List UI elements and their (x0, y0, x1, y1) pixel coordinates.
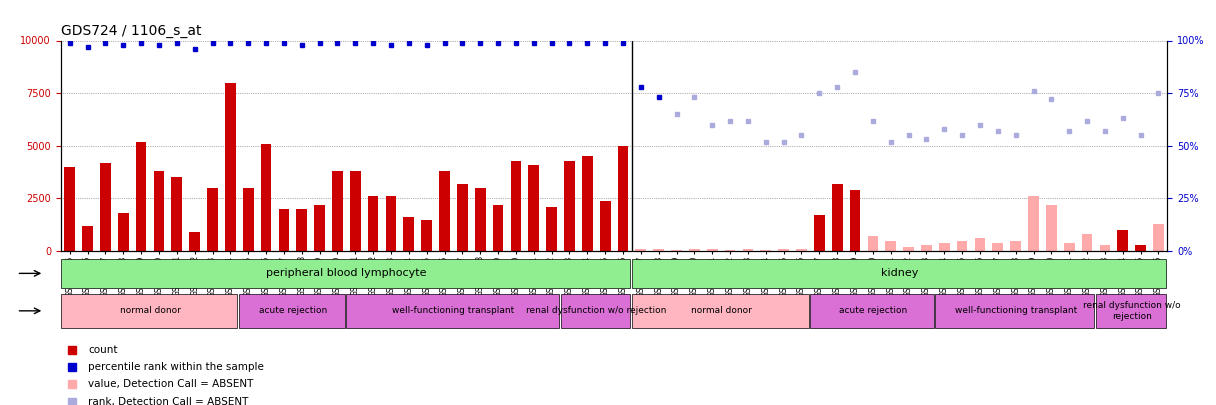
Bar (921, 245, 931, 251)
Bar (706, 249, 717, 251)
Bar (778, 249, 789, 251)
Text: peripheral blood lymphocyte: peripheral blood lymphocyte (266, 269, 427, 278)
Text: acute rejection: acute rejection (259, 306, 327, 315)
Bar (1010, 241, 1021, 251)
Bar (314, 205, 325, 251)
Bar (814, 215, 824, 251)
Text: well-functioning transplant: well-functioning transplant (393, 306, 514, 315)
Bar (136, 142, 146, 251)
Bar (832, 184, 843, 251)
Bar (1136, 245, 1145, 251)
Bar (385, 196, 396, 251)
Bar (529, 165, 539, 251)
Text: GDS724 / 1106_s_at: GDS724 / 1106_s_at (61, 24, 202, 38)
Bar (367, 196, 378, 251)
FancyBboxPatch shape (935, 294, 1094, 328)
Text: kidney: kidney (880, 269, 918, 278)
Bar (439, 171, 450, 251)
Bar (992, 243, 1003, 251)
Bar (939, 243, 950, 251)
FancyBboxPatch shape (347, 294, 559, 328)
Bar (760, 250, 771, 251)
Bar (725, 250, 736, 251)
Bar (1153, 224, 1164, 251)
Bar (492, 205, 503, 251)
Bar (118, 213, 129, 251)
Bar (83, 226, 92, 251)
Bar (974, 239, 985, 251)
Bar (153, 171, 164, 251)
Bar (636, 249, 646, 251)
Text: renal dysfunction w/o rejection: renal dysfunction w/o rejection (527, 306, 666, 315)
FancyBboxPatch shape (61, 294, 237, 328)
Bar (225, 83, 236, 251)
FancyBboxPatch shape (1096, 294, 1166, 328)
FancyBboxPatch shape (561, 294, 630, 328)
Text: well-functioning transplant: well-functioning transplant (955, 306, 1077, 315)
Bar (957, 241, 968, 251)
Bar (1082, 234, 1092, 251)
Bar (582, 156, 592, 251)
Bar (190, 232, 199, 251)
Bar (278, 209, 289, 251)
Bar (564, 160, 575, 251)
Bar (1099, 245, 1110, 251)
Bar (743, 249, 753, 251)
FancyBboxPatch shape (61, 259, 630, 288)
Bar (171, 177, 182, 251)
Bar (421, 220, 432, 251)
Bar (1064, 243, 1075, 251)
Bar (457, 184, 468, 251)
Text: normal donor: normal donor (691, 306, 751, 315)
FancyBboxPatch shape (810, 294, 934, 328)
Bar (1029, 196, 1038, 251)
FancyBboxPatch shape (240, 294, 344, 328)
Bar (653, 249, 664, 251)
Bar (689, 249, 699, 251)
Bar (350, 171, 361, 251)
Bar (850, 190, 861, 251)
Bar (64, 167, 75, 251)
Bar (100, 163, 111, 251)
Bar (671, 250, 682, 251)
Bar (867, 237, 878, 251)
Bar (1118, 230, 1128, 251)
Bar (599, 200, 610, 251)
Text: normal donor: normal donor (119, 306, 180, 315)
FancyBboxPatch shape (632, 294, 809, 328)
Bar (1046, 205, 1057, 251)
Bar (332, 171, 343, 251)
Bar (404, 217, 415, 251)
Bar (243, 188, 254, 251)
Bar (618, 146, 629, 251)
Text: value, Detection Call = ABSENT: value, Detection Call = ABSENT (89, 379, 254, 389)
Bar (796, 249, 807, 251)
Text: renal dysfunction w/o
rejection: renal dysfunction w/o rejection (1083, 301, 1181, 320)
Bar (207, 188, 218, 251)
Bar (511, 160, 522, 251)
Text: acute rejection: acute rejection (839, 306, 907, 315)
Bar (885, 241, 896, 251)
Bar (260, 144, 271, 251)
Bar (475, 188, 485, 251)
Bar (297, 209, 308, 251)
Text: rank, Detection Call = ABSENT: rank, Detection Call = ABSENT (89, 396, 249, 405)
Bar (546, 207, 557, 251)
Text: count: count (89, 345, 118, 355)
FancyBboxPatch shape (632, 259, 1166, 288)
Text: percentile rank within the sample: percentile rank within the sample (89, 362, 264, 372)
Bar (903, 247, 914, 251)
